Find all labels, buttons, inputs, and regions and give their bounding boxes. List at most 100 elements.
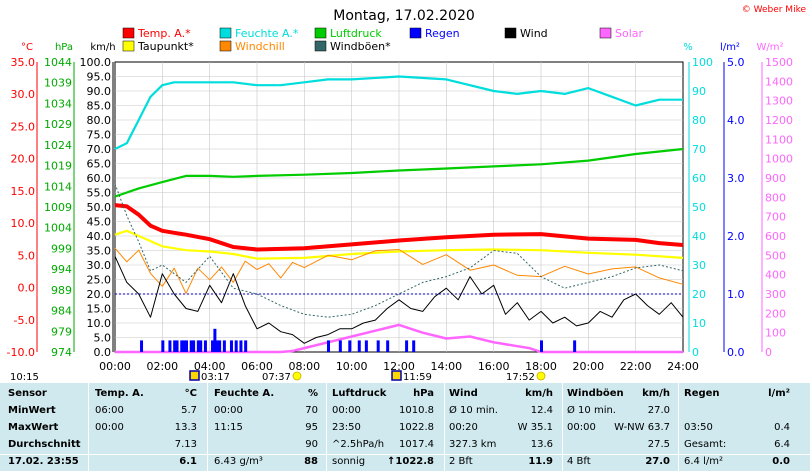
series xyxy=(114,75,684,354)
event-marker: 11:59 xyxy=(391,370,432,383)
tick-label: 0.0 xyxy=(18,282,36,295)
stats-value: 00:00 xyxy=(332,405,361,416)
stats-value: 27.0 xyxy=(647,405,670,416)
series-luftdruck xyxy=(114,147,684,198)
tick-label: 984 xyxy=(51,305,72,318)
legend-item: Taupunkt* xyxy=(122,40,194,53)
row-divider xyxy=(0,454,810,455)
column-divider xyxy=(562,383,563,471)
x-tick-label: 02:00 xyxy=(146,360,178,373)
tick-label: 989 xyxy=(51,284,72,297)
series-feuchte-a xyxy=(114,75,683,150)
legend-item: Luftdruck xyxy=(314,27,382,40)
legend-item: Windchill xyxy=(219,40,285,53)
tick-label: 40.0 xyxy=(87,230,112,243)
legend-label: Solar xyxy=(615,27,644,40)
tick-label: 1024 xyxy=(44,139,72,152)
stats-header: % xyxy=(307,388,318,399)
legend-item: Solar xyxy=(599,27,644,40)
legend-item: Temp. A.* xyxy=(122,27,191,40)
stats-value: 327.3 km xyxy=(449,439,497,450)
sun-icon xyxy=(292,371,302,381)
stats-value: Gesamt: xyxy=(684,439,727,450)
x-tick-label: 18:00 xyxy=(525,360,557,373)
rain-bar xyxy=(357,340,361,352)
statistics-table: Sensor Temp. A. °C Feuchte A.% Luftdruck hPa W… xyxy=(0,383,810,471)
stats-value: 6.4 xyxy=(774,439,790,450)
tick-label: 15.0 xyxy=(11,185,36,198)
axis-unit-label: km/h xyxy=(90,42,115,53)
series-line xyxy=(114,229,684,260)
stats-value: 70 xyxy=(305,405,318,416)
series-line xyxy=(114,75,683,150)
stats-header: hPa xyxy=(413,388,434,399)
sun-icon xyxy=(536,371,546,381)
legend-swatch xyxy=(122,40,135,52)
stats-value: 03:50 xyxy=(684,422,713,433)
tick-label: 20.0 xyxy=(87,288,112,301)
rain-bar xyxy=(140,340,144,352)
tick-label: 2.0 xyxy=(727,230,745,243)
tick-label: 4.0 xyxy=(727,114,745,127)
legend-label: Luftdruck xyxy=(330,27,382,40)
rain-bar xyxy=(182,340,186,352)
tick-label: 994 xyxy=(51,263,72,276)
rain-bar xyxy=(386,340,390,352)
event-marker: 17:52 xyxy=(506,371,546,383)
stats-value: Ø 10 min. xyxy=(567,405,616,416)
rain-bar xyxy=(203,340,207,352)
moon-icon xyxy=(189,370,200,381)
tick-label: 0 xyxy=(692,346,699,359)
grid xyxy=(114,61,684,353)
tick-label: 700 xyxy=(765,211,786,224)
tick-label: 20.0 xyxy=(11,153,36,166)
tick-label: 1009 xyxy=(44,201,72,214)
legend-label: Taupunkt* xyxy=(137,40,194,53)
tick-label: 30.0 xyxy=(11,88,36,101)
tick-label: 35.0 xyxy=(87,245,112,258)
rain-bar xyxy=(218,340,222,352)
stats-value: 88 xyxy=(304,456,318,467)
copyright-text: © Weber Mike xyxy=(742,5,807,15)
axis-unit-label: hPa xyxy=(55,42,73,53)
stats-value: 12.4 xyxy=(530,405,553,416)
stats-value: 95 xyxy=(305,422,318,433)
stats-value: 27.0 xyxy=(645,456,670,467)
rain-bar xyxy=(185,340,188,352)
legend-swatch xyxy=(314,40,327,52)
tick-label: 1100 xyxy=(765,133,793,146)
stats-header: Sensor xyxy=(8,388,47,399)
stats-value: 00:00 xyxy=(214,405,243,416)
stats-value: 27.5 xyxy=(647,439,670,450)
tick-label: 1.0 xyxy=(727,288,745,301)
stats-value: 00:00 xyxy=(567,422,596,433)
rain-bar xyxy=(175,340,179,352)
tick-label: 65.0 xyxy=(87,158,112,171)
rain-bar xyxy=(244,340,248,352)
column-divider xyxy=(326,383,327,471)
rain-bar xyxy=(215,340,219,352)
stats-value: 23:50 xyxy=(332,422,361,433)
axis-unit-label: % xyxy=(683,42,693,53)
series-line xyxy=(114,147,684,198)
tick-label: 70 xyxy=(692,143,706,156)
series-regen xyxy=(140,328,577,352)
stats-header: l/m² xyxy=(768,388,790,399)
tick-label: 0.0 xyxy=(94,346,112,359)
tick-label: 40 xyxy=(692,230,706,243)
stats-value: 7.13 xyxy=(174,439,197,450)
tick-label: 1019 xyxy=(44,160,72,173)
tick-label: 200 xyxy=(765,307,786,320)
tick-label: 0 xyxy=(765,346,772,359)
stats-value: 00:00 xyxy=(95,422,124,433)
stats-header: Regen xyxy=(684,388,720,399)
event-time: 07:37 xyxy=(262,372,291,383)
legend-item: Feuchte A.* xyxy=(219,27,299,40)
axis-unit-label: W/m² xyxy=(756,42,783,53)
stats-value: 0.4 xyxy=(774,422,790,433)
tick-label: 1500 xyxy=(765,56,793,69)
rain-bar xyxy=(213,328,217,352)
stats-value: 6.1 xyxy=(179,456,197,467)
event-time: 17:52 xyxy=(506,372,535,383)
tick-label: 1029 xyxy=(44,118,72,131)
